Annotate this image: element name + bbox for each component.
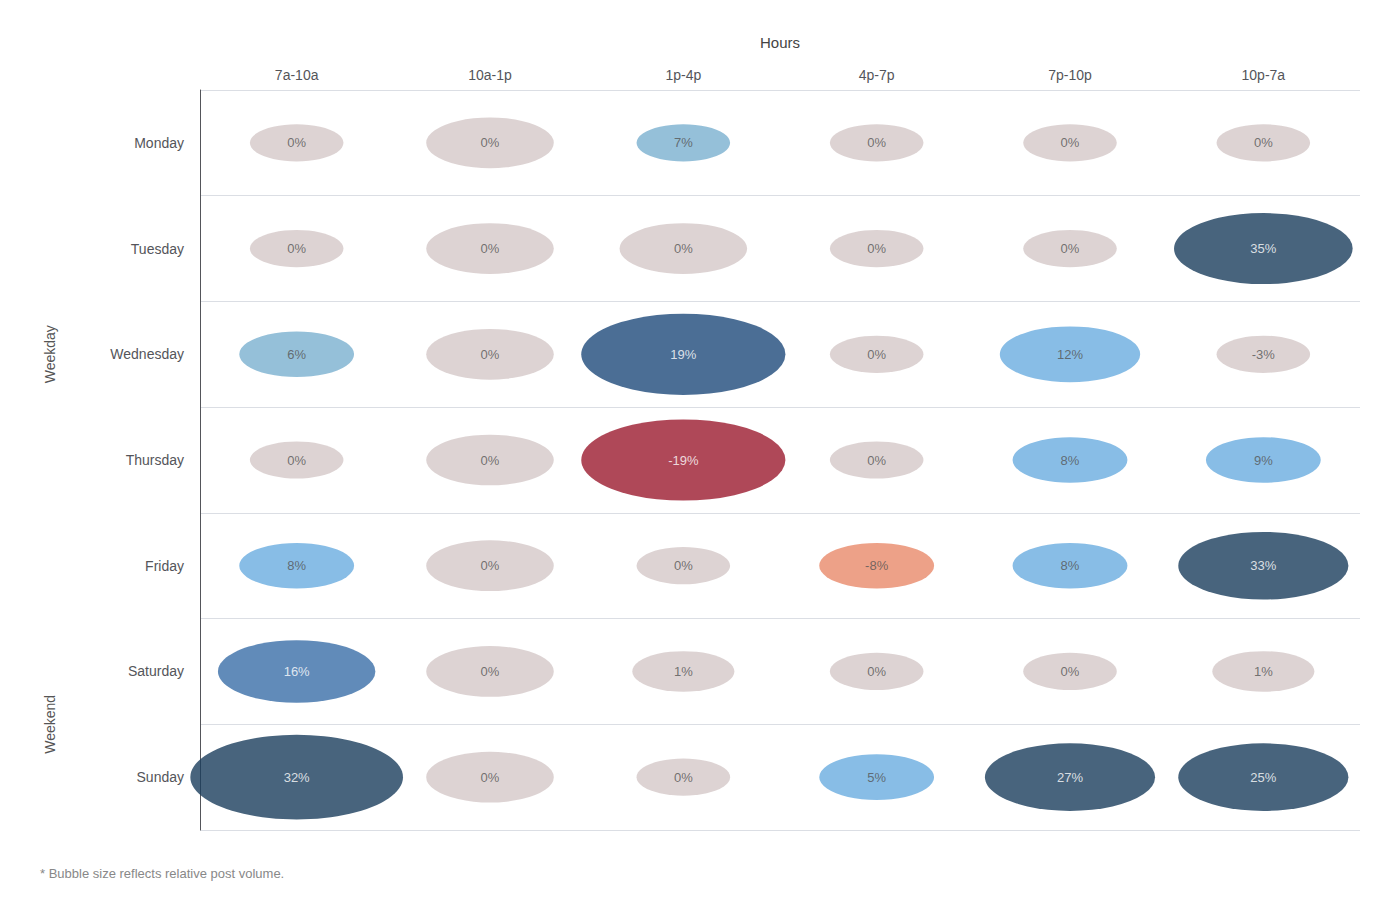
svg-text:0%: 0% (481, 770, 500, 785)
svg-text:0%: 0% (674, 241, 693, 256)
svg-text:19%: 19% (670, 347, 696, 362)
svg-text:0%: 0% (867, 241, 886, 256)
svg-text:0%: 0% (287, 135, 306, 150)
svg-text:0%: 0% (1061, 135, 1080, 150)
svg-text:Thursday: Thursday (126, 452, 184, 468)
svg-text:0%: 0% (1061, 664, 1080, 679)
svg-text:Weekday: Weekday (42, 325, 58, 383)
svg-text:10p-7a: 10p-7a (1242, 67, 1286, 83)
svg-text:35%: 35% (1250, 241, 1276, 256)
svg-text:7a-10a: 7a-10a (275, 67, 319, 83)
svg-text:27%: 27% (1057, 770, 1083, 785)
svg-text:0%: 0% (481, 453, 500, 468)
svg-text:8%: 8% (1061, 453, 1080, 468)
svg-text:0%: 0% (481, 135, 500, 150)
svg-text:7%: 7% (674, 135, 693, 150)
svg-text:25%: 25% (1250, 770, 1276, 785)
svg-text:0%: 0% (1254, 135, 1273, 150)
svg-text:1p-4p: 1p-4p (665, 67, 701, 83)
svg-text:16%: 16% (284, 664, 310, 679)
svg-text:7p-10p: 7p-10p (1048, 67, 1092, 83)
svg-text:33%: 33% (1250, 558, 1276, 573)
svg-text:0%: 0% (867, 135, 886, 150)
svg-text:0%: 0% (287, 453, 306, 468)
svg-text:Wednesday: Wednesday (110, 346, 184, 362)
svg-text:1%: 1% (1254, 664, 1273, 679)
svg-text:5%: 5% (867, 770, 886, 785)
svg-text:0%: 0% (674, 558, 693, 573)
svg-text:Friday: Friday (145, 558, 184, 574)
svg-text:0%: 0% (481, 241, 500, 256)
svg-text:8%: 8% (287, 558, 306, 573)
svg-text:Sunday: Sunday (137, 769, 184, 785)
svg-text:8%: 8% (1061, 558, 1080, 573)
svg-text:0%: 0% (481, 558, 500, 573)
svg-text:* Bubble size reflects relativ: * Bubble size reflects relative post vol… (40, 866, 284, 881)
svg-text:4p-7p: 4p-7p (859, 67, 895, 83)
svg-text:0%: 0% (481, 664, 500, 679)
svg-text:0%: 0% (287, 241, 306, 256)
svg-text:10a-1p: 10a-1p (468, 67, 512, 83)
svg-text:0%: 0% (867, 453, 886, 468)
svg-text:0%: 0% (867, 664, 886, 679)
svg-text:Tuesday: Tuesday (131, 241, 184, 257)
svg-text:0%: 0% (867, 347, 886, 362)
svg-text:Hours: Hours (760, 34, 800, 51)
svg-text:6%: 6% (287, 347, 306, 362)
svg-text:Weekend: Weekend (42, 695, 58, 754)
svg-text:-19%: -19% (668, 453, 699, 468)
svg-text:1%: 1% (674, 664, 693, 679)
svg-text:-3%: -3% (1252, 347, 1276, 362)
svg-text:0%: 0% (481, 347, 500, 362)
svg-text:12%: 12% (1057, 347, 1083, 362)
svg-text:9%: 9% (1254, 453, 1273, 468)
svg-text:0%: 0% (674, 770, 693, 785)
svg-text:Saturday: Saturday (128, 663, 184, 679)
svg-text:Monday: Monday (134, 135, 184, 151)
svg-text:0%: 0% (1061, 241, 1080, 256)
svg-text:32%: 32% (284, 770, 310, 785)
svg-text:-8%: -8% (865, 558, 889, 573)
